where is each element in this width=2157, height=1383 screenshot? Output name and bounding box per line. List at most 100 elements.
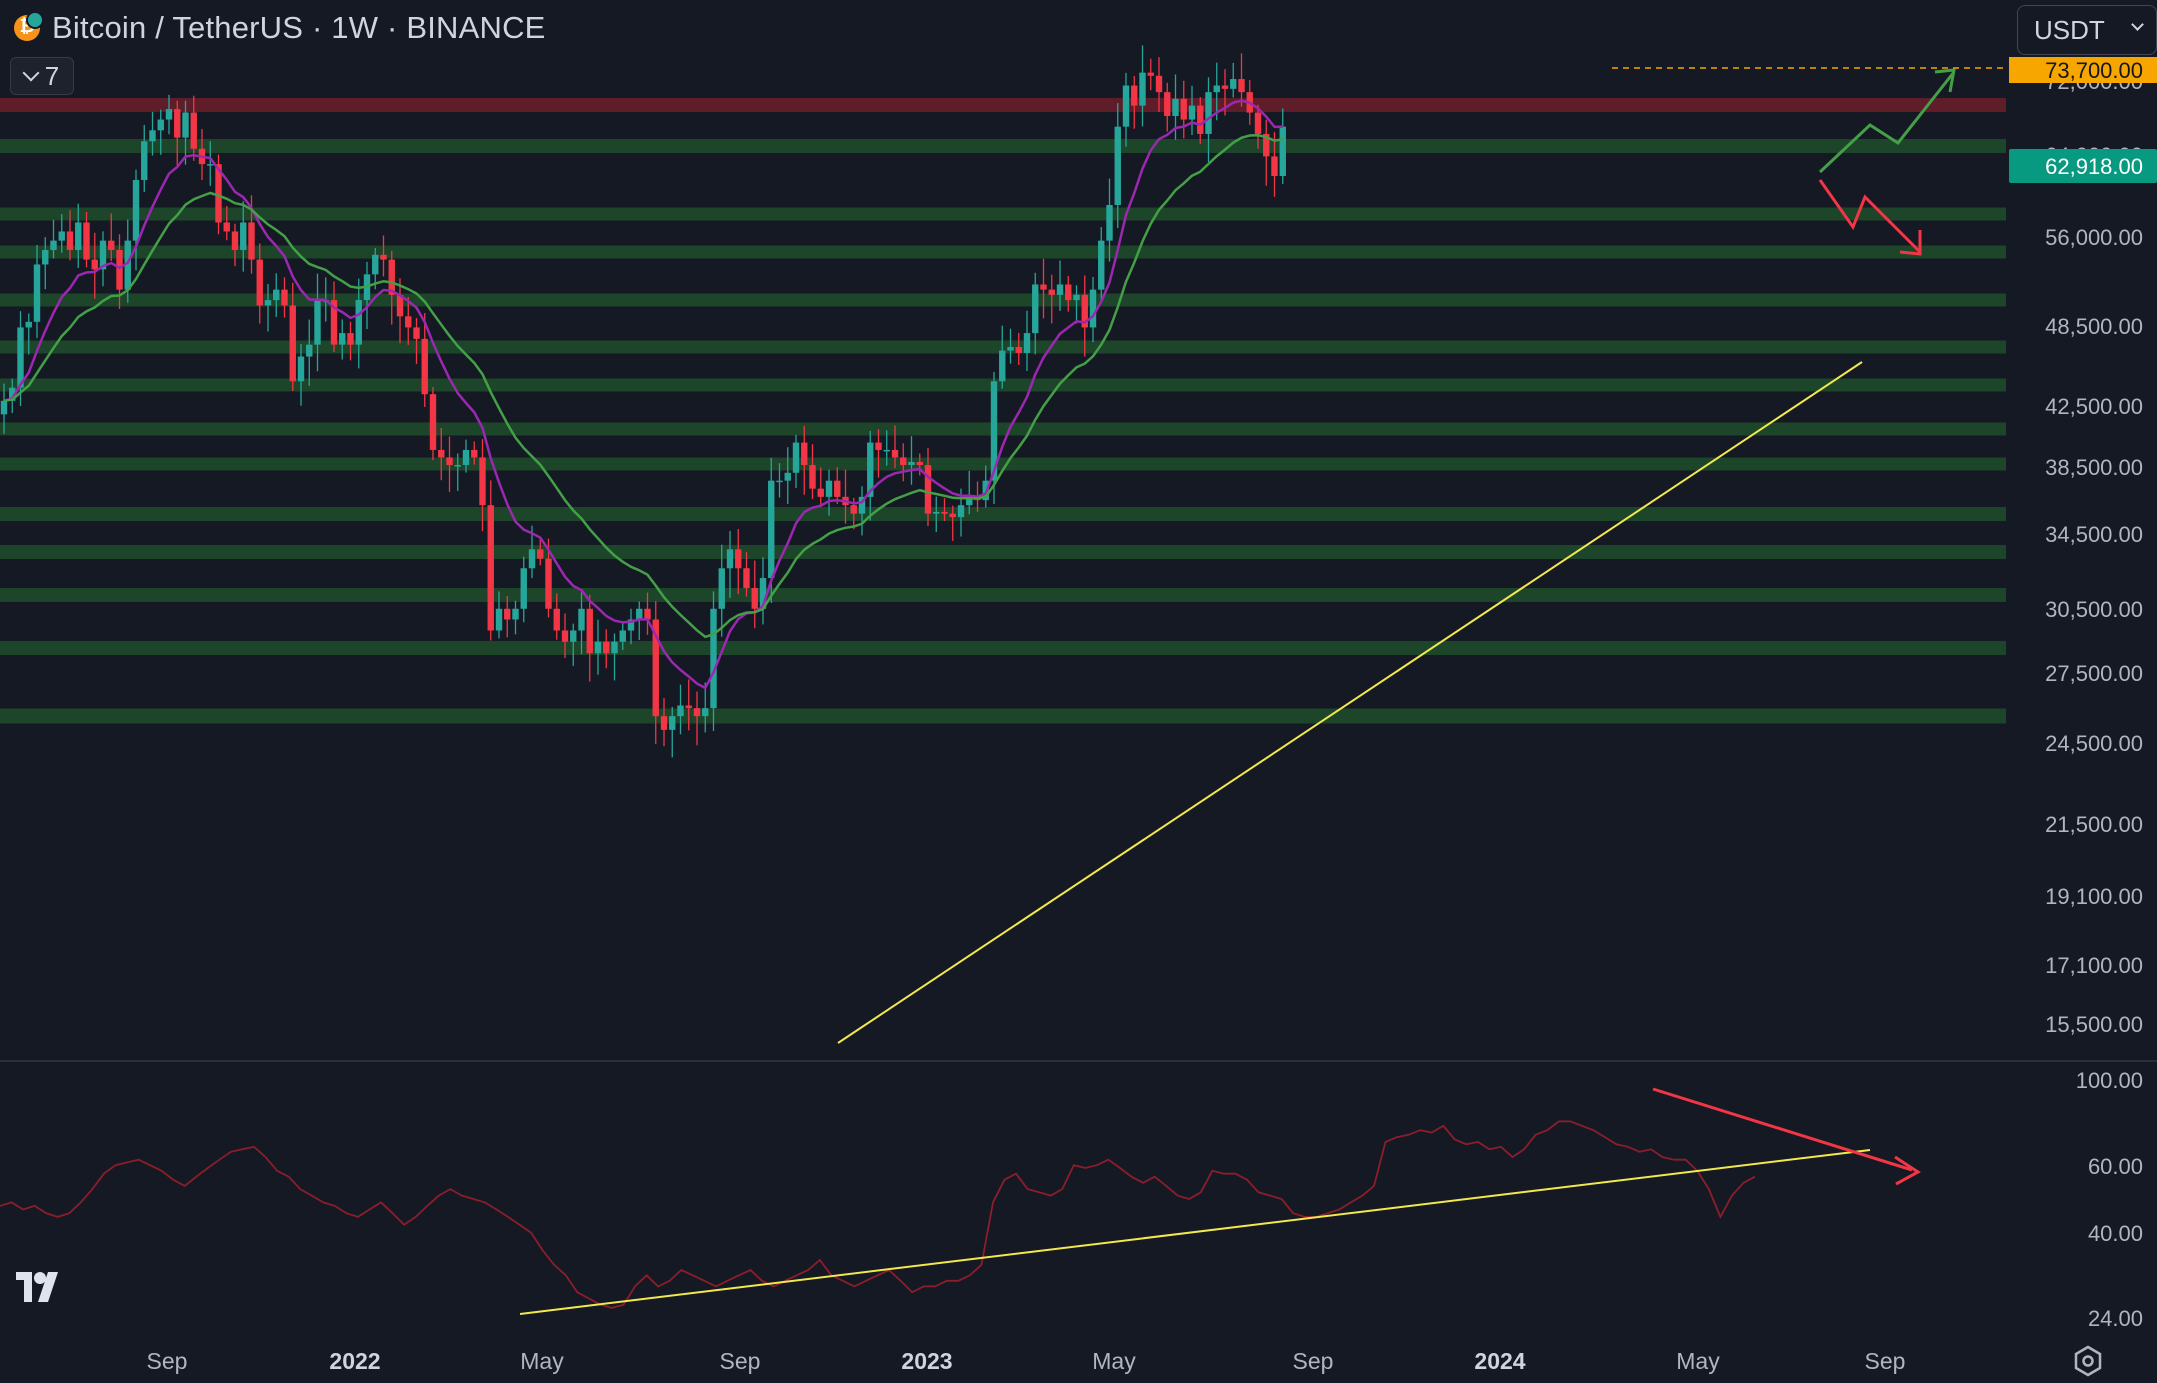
candle-body (281, 289, 288, 306)
candle-body (487, 505, 494, 631)
candle-body (75, 222, 82, 251)
rsi-divergence-arrow (1652, 1087, 1913, 1172)
candle-body (817, 488, 824, 497)
candle-body (644, 608, 651, 620)
candle-body (1081, 294, 1088, 328)
candle-body (512, 608, 519, 620)
price-tick-label: 30,500.00 (2045, 597, 2143, 622)
candle-body (330, 300, 338, 345)
currency-select[interactable]: USDT (2017, 5, 2157, 55)
candle-body (273, 289, 280, 301)
candle-body (1271, 156, 1278, 176)
candle-body (462, 449, 470, 466)
candle-body (528, 549, 536, 569)
candle-body (231, 231, 239, 251)
candle-body (248, 222, 255, 260)
candle-body (578, 608, 585, 631)
candle-body (966, 496, 973, 506)
ma-fast-line (3, 99, 1283, 690)
trendlines (837, 361, 1863, 1044)
last-price-label: 62,918.00 (2045, 154, 2143, 179)
candle-body (990, 381, 998, 481)
candle-body (636, 608, 643, 620)
price-tick-label: 48,500.00 (2045, 314, 2143, 339)
zone-12 (0, 641, 2006, 655)
rsi-tick-label: 60.00 (2088, 1154, 2143, 1179)
zone-11 (0, 588, 2006, 602)
candle-body (91, 259, 98, 270)
candle-body (1106, 205, 1113, 241)
candle-body (784, 472, 791, 481)
chevron-down-icon (2131, 18, 2144, 31)
candle-body (603, 641, 610, 654)
candle-body (58, 231, 65, 241)
bearish-arrowhead (1899, 230, 1922, 256)
candle-body (182, 112, 189, 138)
candle-body (1238, 79, 1245, 93)
candle-body (1122, 85, 1130, 127)
price-tick-label: 19,100.00 (2045, 884, 2143, 909)
candle-body (792, 442, 800, 473)
candle-body (702, 708, 709, 717)
price-tick-label: 15,500.00 (2045, 1012, 2143, 1037)
candle-body (1056, 284, 1064, 295)
bitcoin-icon: ₿ (14, 11, 44, 41)
candle-body (1114, 126, 1121, 206)
candle-body (50, 240, 57, 251)
candle-body (421, 338, 428, 395)
zone-9 (0, 507, 2006, 521)
candle-body (718, 568, 725, 609)
candle-body (240, 222, 247, 251)
rsi-line (0, 1120, 1756, 1309)
price-tick-label: 17,100.00 (2045, 953, 2143, 978)
candle-body (1213, 85, 1220, 93)
candle-body (396, 294, 404, 317)
candle-body (858, 496, 866, 514)
bullish-arrowhead (1934, 68, 1956, 93)
tradingview-logo-icon[interactable] (16, 1270, 58, 1304)
symbol-header[interactable]: ₿ Bitcoin / TetherUS · 1W · BINANCE (14, 10, 546, 46)
price-tick-label: 38,500.00 (2045, 455, 2143, 480)
last-price-label-bg (2009, 149, 2157, 183)
time-tick-label: Sep (147, 1348, 188, 1374)
candle-body (108, 240, 115, 251)
ath-label-bg (2009, 57, 2157, 83)
candle-body (916, 461, 923, 466)
candle-body (165, 109, 173, 120)
candlesticks (0, 45, 1286, 758)
candle-body (33, 264, 41, 322)
moving-averages (3, 67, 2006, 690)
time-tick-label: Sep (1865, 1348, 1906, 1374)
candle-body (660, 716, 668, 730)
settings-icon[interactable] (2071, 1344, 2105, 1378)
indicators-collapse-button[interactable]: 7 (10, 57, 74, 95)
candle-body (42, 250, 49, 265)
candle-body (157, 119, 164, 131)
candle-body (768, 480, 775, 579)
candle-body (1221, 85, 1229, 89)
candle-body (726, 549, 734, 569)
candle-body (619, 630, 626, 642)
candle-body (941, 511, 948, 514)
candle-body (306, 344, 313, 357)
candle-body (924, 465, 932, 514)
candle-body (875, 442, 882, 450)
zone-6 (0, 378, 2006, 392)
candle-body (1007, 347, 1014, 351)
candle-body (710, 608, 717, 709)
zone-7 (0, 422, 2006, 436)
price-tick-label: 56,000.00 (2045, 225, 2143, 250)
candle-body (1279, 126, 1286, 176)
rsi-divergence-arrowhead (1894, 1155, 1921, 1186)
candle-body (438, 449, 445, 458)
candle-body (0, 400, 8, 415)
candle-body (834, 480, 841, 497)
zone-2 (0, 207, 2006, 221)
candle-body (174, 109, 181, 138)
candle-body (264, 300, 272, 306)
chevron-down-icon (22, 64, 40, 82)
candle-body (537, 549, 544, 559)
zone-10 (0, 545, 2006, 559)
candle-body (504, 608, 511, 620)
